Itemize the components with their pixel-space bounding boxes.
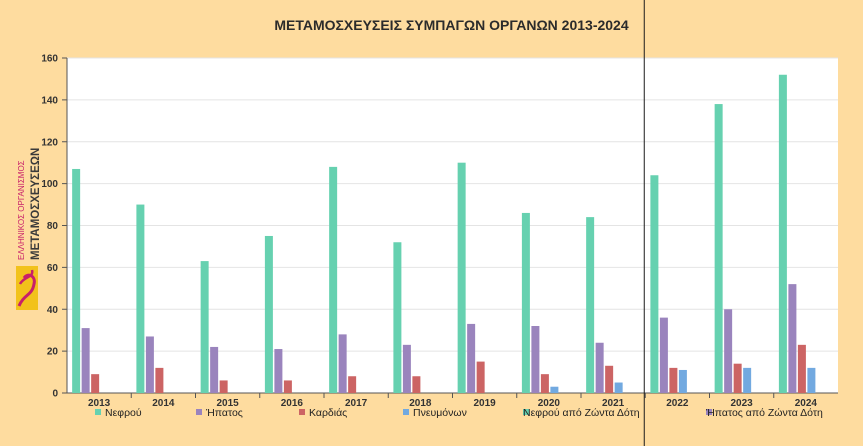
- bar-2: [210, 346, 219, 393]
- bar-3: [155, 367, 164, 393]
- x-tick-label: 2022: [666, 398, 689, 409]
- bar-2: [467, 323, 476, 393]
- x-tick-label: 2024: [795, 398, 818, 409]
- y-tick-label: 60: [47, 263, 59, 274]
- x-tick-label: 2015: [217, 398, 240, 409]
- bar-2: [531, 326, 540, 393]
- y-tick-label: 160: [41, 54, 58, 65]
- x-tick-label: 2019: [474, 398, 497, 409]
- legend-swatch: [706, 409, 712, 415]
- bar-1: [329, 166, 338, 393]
- legend-swatch: [95, 409, 101, 415]
- y-tick-label: 40: [47, 305, 59, 316]
- x-tick-label: 2020: [538, 398, 561, 409]
- bar-2: [338, 334, 347, 393]
- bar-3: [219, 380, 228, 393]
- bar-3: [605, 365, 614, 393]
- bar-1: [586, 217, 595, 393]
- bar-2: [402, 344, 411, 393]
- bar-4: [743, 367, 752, 393]
- x-tick-label: 2018: [409, 398, 432, 409]
- bar-2: [788, 284, 797, 393]
- logo-text-org: ΕΛΛΗΝΙΚΟΣ ΟΡΓΑΝΙΣΜΟΣ: [17, 160, 26, 260]
- y-tick-label: 120: [41, 137, 58, 148]
- bar-3: [797, 344, 806, 393]
- bar-3: [540, 374, 549, 393]
- bar-3: [669, 367, 678, 393]
- logo-mark-icon: [16, 266, 38, 310]
- bar-3: [733, 363, 742, 393]
- legend-swatch: [299, 409, 305, 415]
- x-tick-label: 2021: [602, 398, 625, 409]
- bar-3: [476, 361, 485, 393]
- x-tick-label: 2023: [731, 398, 754, 409]
- bar-2: [81, 328, 90, 393]
- bar-1: [457, 162, 466, 393]
- bar-2: [659, 317, 668, 393]
- bar-3: [91, 374, 100, 393]
- x-tick-label: 2016: [281, 398, 304, 409]
- legend-label: Καρδιάς: [309, 407, 347, 419]
- bar-4: [550, 386, 559, 393]
- bar-3: [412, 376, 421, 393]
- bar-4: [614, 382, 623, 393]
- legend-swatch: [196, 409, 202, 415]
- legend-label: Νεφρού από Ζώντα Δότη: [523, 407, 640, 419]
- bar-4: [807, 367, 816, 393]
- bar-1: [521, 212, 530, 393]
- bar-4: [678, 369, 687, 393]
- legend-label: Πνευμόνων: [413, 407, 467, 419]
- organization-logo: ΕΛΛΗΝΙΚΟΣ ΟΡΓΑΝΙΣΜΟΣ ΜΕΤΑΜΟΣΧΕΥΣΕΩΝ: [16, 148, 42, 310]
- bar-2: [595, 342, 604, 393]
- bar-2: [145, 336, 154, 393]
- bar-1: [714, 104, 723, 393]
- bar-1: [200, 261, 209, 393]
- bar-1: [72, 168, 81, 393]
- x-tick-label: 2017: [345, 398, 368, 409]
- legend-swatch: [523, 409, 529, 415]
- chart-title: ΜΕΤΑΜΟΣΧΕΥΣΕΙΣ ΣΥΜΠΑΓΩΝ ΟΡΓΑΝΩΝ 2013-202…: [274, 17, 629, 33]
- x-tick-label: 2013: [88, 398, 111, 409]
- bar-3: [283, 380, 292, 393]
- y-tick-label: 100: [41, 179, 58, 190]
- logo-text-name: ΜΕΤΑΜΟΣΧΕΥΣΕΩΝ: [30, 148, 42, 260]
- y-tick-label: 20: [47, 347, 59, 358]
- bar-1: [650, 175, 659, 393]
- legend-label: Νεφρού: [105, 407, 142, 419]
- bar-1: [136, 204, 145, 393]
- bar-2: [274, 349, 283, 393]
- y-tick-label: 80: [47, 221, 59, 232]
- legend-swatch: [403, 409, 409, 415]
- x-tick-label: 2014: [152, 398, 175, 409]
- legend-label: Ήπατος: [205, 407, 243, 419]
- bar-2: [724, 309, 733, 393]
- legend-label: Ήπατος από Ζώντα Δότη: [705, 407, 823, 419]
- bar-1: [264, 235, 273, 393]
- bar-3: [348, 376, 357, 393]
- bar-1: [393, 242, 402, 393]
- y-tick-label: 0: [52, 389, 58, 400]
- y-tick-label: 140: [41, 95, 58, 106]
- bar-1: [778, 74, 787, 393]
